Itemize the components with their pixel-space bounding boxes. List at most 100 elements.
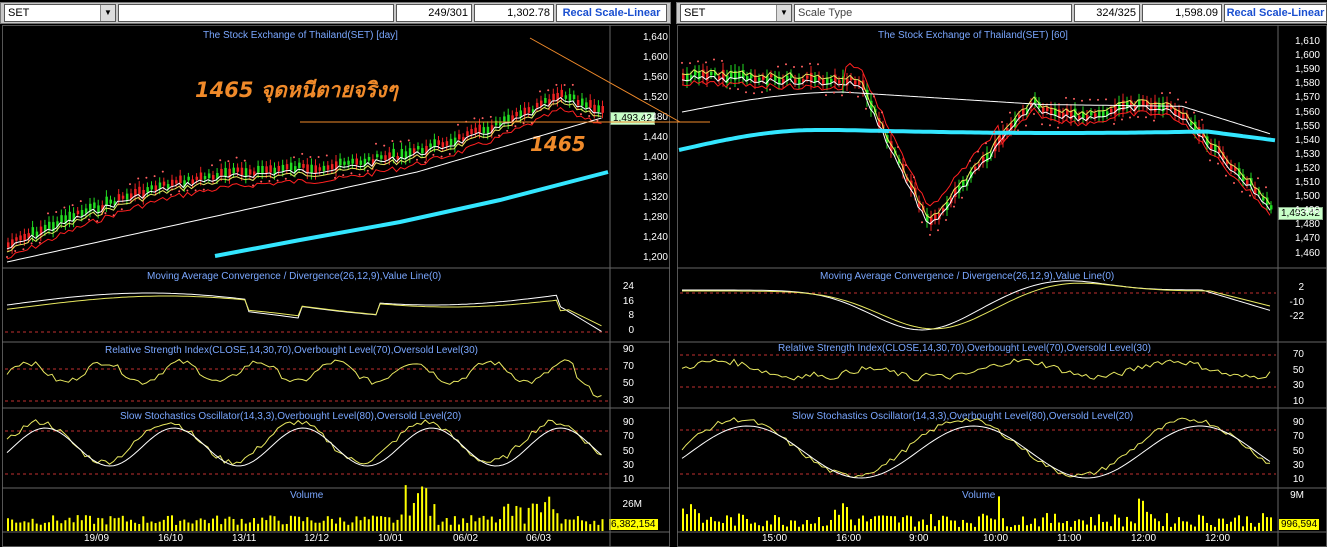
sar-dot <box>921 221 923 224</box>
sar-dot <box>1009 111 1011 114</box>
volume-bar <box>23 521 26 531</box>
volume-bar <box>142 516 145 531</box>
volume-bar <box>207 523 210 531</box>
price-candle <box>560 89 563 98</box>
sar-dot <box>22 248 25 251</box>
macd-tick-label: 8 <box>628 310 634 321</box>
price-candle <box>207 173 211 179</box>
volume-bar <box>962 519 964 531</box>
volume-bar <box>766 520 768 531</box>
price-candle <box>958 185 961 193</box>
sar-dot <box>514 125 517 128</box>
price-candle <box>870 100 873 111</box>
volume-bar <box>746 518 748 531</box>
volume-bar <box>318 522 321 531</box>
price-candle <box>742 70 745 79</box>
volume-bar <box>1046 513 1048 531</box>
price-tick-label: 1,460 <box>1294 247 1320 259</box>
price-candle <box>1218 146 1221 153</box>
right-scale-type-field[interactable]: Scale Type <box>794 4 1072 22</box>
price-candle <box>150 185 153 190</box>
price-tick-label: 1,520 <box>1294 162 1320 174</box>
right-price-title: The Stock Exchange of Thailand(SET) [60] <box>878 30 1068 41</box>
price-tick-label: 1,540 <box>1294 134 1320 146</box>
left-recal-scale-button[interactable]: Recal Scale-Linear <box>556 4 667 22</box>
sar-dot <box>1121 118 1123 121</box>
volume-bar <box>1122 526 1124 531</box>
sar-dot <box>1113 122 1115 125</box>
volume-bar <box>986 515 988 531</box>
price-candle <box>351 158 354 164</box>
chevron-down-icon[interactable]: ▼ <box>776 5 791 21</box>
price-candle <box>798 78 801 85</box>
price-tick-label: 1,560 <box>642 72 668 83</box>
price-candle <box>930 216 933 225</box>
volume-bar <box>445 518 448 531</box>
volume-bar <box>154 523 157 531</box>
volume-bar <box>240 518 243 531</box>
volume-bar <box>326 516 329 531</box>
sar-dot <box>1097 98 1099 101</box>
price-candle <box>1238 168 1241 177</box>
left-symbol-select[interactable]: SET ▼ <box>4 4 116 22</box>
price-tick-label: 1,560 <box>1294 106 1320 118</box>
price-candle <box>986 152 989 162</box>
volume-bar <box>203 519 206 531</box>
price-candle <box>392 148 395 158</box>
sar-dot <box>953 205 955 208</box>
price-candle <box>531 109 535 113</box>
volume-bar <box>84 515 87 531</box>
price-tick-label: 1,590 <box>1294 64 1320 76</box>
right-volume-title: Volume <box>962 490 996 501</box>
stochastic-tick-label: 90 <box>622 417 634 428</box>
sar-dot <box>63 206 66 209</box>
price-candle <box>64 215 67 224</box>
price-candle <box>60 215 63 223</box>
macd-tick-label: 2 <box>1298 282 1304 293</box>
volume-bar <box>1022 516 1024 531</box>
sar-dot <box>865 107 867 110</box>
right-recal-scale-button[interactable]: Recal Scale-Linear <box>1224 4 1327 22</box>
volume-bar <box>281 524 284 531</box>
sar-dot <box>596 119 599 122</box>
volume-bar <box>1210 524 1212 531</box>
volume-bar <box>970 523 972 531</box>
ma-200-line <box>678 128 1276 152</box>
volume-bar <box>806 520 808 531</box>
price-candle <box>994 141 997 152</box>
volume-bar <box>417 493 419 531</box>
volume-bar <box>974 526 976 531</box>
rsi-tick-label: 30 <box>622 395 634 406</box>
sar-dot <box>416 158 418 161</box>
sar-dot <box>129 183 131 186</box>
volume-bar <box>1242 526 1244 531</box>
price-candle <box>576 100 580 106</box>
price-candle <box>482 127 486 134</box>
sar-dot <box>881 111 883 114</box>
price-candle <box>878 118 881 127</box>
price-candle <box>384 155 387 161</box>
price-candle <box>1042 107 1045 113</box>
stochastic-tick-label: 30 <box>622 459 634 471</box>
right-current-value: 1,598.09 <box>1142 4 1222 22</box>
sar-dot <box>71 204 74 207</box>
left-time-axis: 19/09 16/10 13/11 12/12 10/01 06/02 06/03 <box>0 533 610 547</box>
volume-bar <box>228 516 231 531</box>
time-axis-label: 10/01 <box>378 533 404 544</box>
chevron-down-icon[interactable]: ▼ <box>100 5 115 21</box>
price-candle <box>1078 115 1081 120</box>
price-candle <box>978 164 981 168</box>
left-volume-title: Volume <box>290 490 324 501</box>
price-candle <box>830 78 833 83</box>
price-candle <box>970 171 973 178</box>
price-candle <box>224 167 227 177</box>
volume-bar <box>458 524 460 531</box>
volume-bar <box>121 515 124 531</box>
sar-dot <box>47 212 49 215</box>
right-symbol-select[interactable]: SET ▼ <box>680 4 792 22</box>
volume-bar <box>842 503 844 531</box>
volume-bar <box>774 515 776 531</box>
price-candle <box>56 221 59 227</box>
sar-dot <box>440 155 443 158</box>
sar-dot <box>985 142 987 145</box>
